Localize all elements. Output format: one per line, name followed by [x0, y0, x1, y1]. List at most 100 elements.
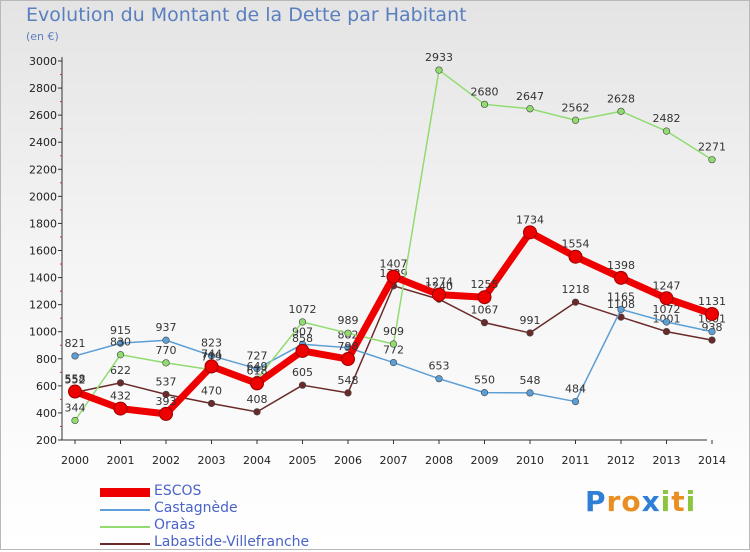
y-tick-label: 2400	[29, 136, 57, 149]
series-castagn-de: 8219159378237279078827726535505484841165…	[65, 290, 726, 406]
data-label: 653	[429, 360, 450, 373]
x-tick-label: 2005	[289, 454, 317, 467]
y-tick-label: 1800	[29, 217, 57, 230]
data-label: 830	[110, 336, 131, 349]
data-point	[662, 318, 671, 326]
data-label: 1067	[471, 304, 499, 317]
x-tick-label: 2000	[61, 454, 89, 467]
data-label: 432	[110, 390, 131, 403]
legend-label: Oraàs	[154, 517, 196, 533]
data-point	[571, 116, 580, 124]
logo-letter: r	[606, 485, 622, 518]
y-tick-label: 2800	[29, 82, 57, 95]
data-label: 408	[247, 393, 268, 406]
data-point	[344, 329, 352, 337]
data-point	[162, 336, 170, 344]
data-point	[526, 389, 534, 397]
data-point	[344, 389, 352, 397]
logo-letter: i	[660, 485, 672, 518]
data-point	[526, 329, 534, 337]
data-label: 1398	[607, 259, 635, 272]
data-label: 618	[247, 364, 268, 377]
y-tick-label: 2200	[29, 163, 57, 176]
x-tick-label: 2008	[425, 454, 453, 467]
data-label: 1218	[562, 283, 590, 296]
data-point	[162, 390, 170, 398]
x-tick-label: 2012	[607, 454, 635, 467]
data-point	[116, 379, 125, 387]
series-line	[74, 69, 713, 422]
legend-label: Labastide-Villefranche	[154, 534, 310, 550]
legend-swatch	[100, 509, 150, 511]
data-label: 1131	[698, 295, 726, 308]
data-label: 537	[156, 375, 177, 388]
data-point	[705, 306, 719, 321]
data-point	[568, 249, 583, 264]
data-point	[116, 339, 125, 347]
data-label: 550	[474, 374, 495, 387]
y-tick-label: 3000	[29, 55, 57, 68]
data-label: 915	[110, 324, 131, 337]
data-label: 937	[156, 321, 177, 334]
proxiti-logo: Proxiti	[585, 485, 696, 518]
data-point	[386, 269, 401, 284]
data-point	[432, 287, 446, 302]
data-point	[295, 343, 310, 358]
data-point	[526, 105, 534, 113]
data-point	[523, 225, 537, 240]
x-tick-label: 2014	[698, 454, 726, 467]
data-point	[480, 100, 489, 108]
x-tick-label: 2007	[380, 454, 408, 467]
y-tick-label: 600	[36, 380, 57, 393]
data-point	[708, 336, 716, 344]
data-label: 1554	[562, 238, 590, 251]
data-point	[68, 384, 82, 399]
y-tick-label: 2600	[29, 109, 57, 122]
data-label: 2933	[425, 51, 453, 64]
series-ora-s: 344 830 770 719 649 1072 989 909 2933 2680 2647 256…	[65, 51, 726, 425]
logo-letter: P	[585, 485, 607, 518]
y-tick-label: 2000	[29, 190, 57, 203]
data-point	[708, 156, 716, 164]
data-label: 798	[338, 340, 359, 353]
data-label: 858	[292, 332, 313, 345]
data-label: 989	[338, 314, 359, 327]
data-label: 744	[201, 347, 222, 360]
data-label: 719	[201, 351, 222, 364]
data-label: 552	[65, 373, 86, 386]
data-point	[204, 359, 219, 374]
data-point	[298, 318, 307, 326]
data-point	[341, 352, 355, 367]
data-label: 2680	[471, 85, 499, 98]
data-label: 393	[156, 395, 177, 408]
data-label: 1255	[471, 278, 499, 291]
data-point	[480, 319, 489, 327]
data-label: 649	[247, 360, 268, 373]
data-point	[659, 291, 674, 306]
data-point	[113, 401, 128, 416]
data-point	[159, 406, 173, 421]
data-point	[435, 375, 443, 383]
data-point	[477, 290, 492, 305]
data-label: 1108	[607, 298, 635, 311]
x-tick-label: 2011	[562, 454, 590, 467]
data-label: 1072	[653, 303, 681, 316]
data-label: 2271	[698, 141, 726, 154]
data-label: 1274	[425, 276, 453, 289]
data-label: 2628	[607, 92, 635, 105]
logo-letter: t	[671, 485, 686, 518]
data-point	[480, 389, 489, 397]
data-label: 772	[383, 344, 404, 357]
data-label: 344	[65, 402, 86, 415]
data-label: 605	[292, 366, 313, 379]
y-tick-label: 200	[36, 434, 57, 447]
legend-label: Castagnède	[154, 500, 238, 516]
data-point	[207, 399, 216, 408]
data-label: 991	[520, 314, 541, 327]
data-point	[571, 298, 580, 306]
data-point	[662, 327, 671, 336]
data-point	[71, 352, 79, 360]
y-tick-label: 1200	[29, 299, 57, 312]
data-label: 2647	[516, 90, 544, 103]
